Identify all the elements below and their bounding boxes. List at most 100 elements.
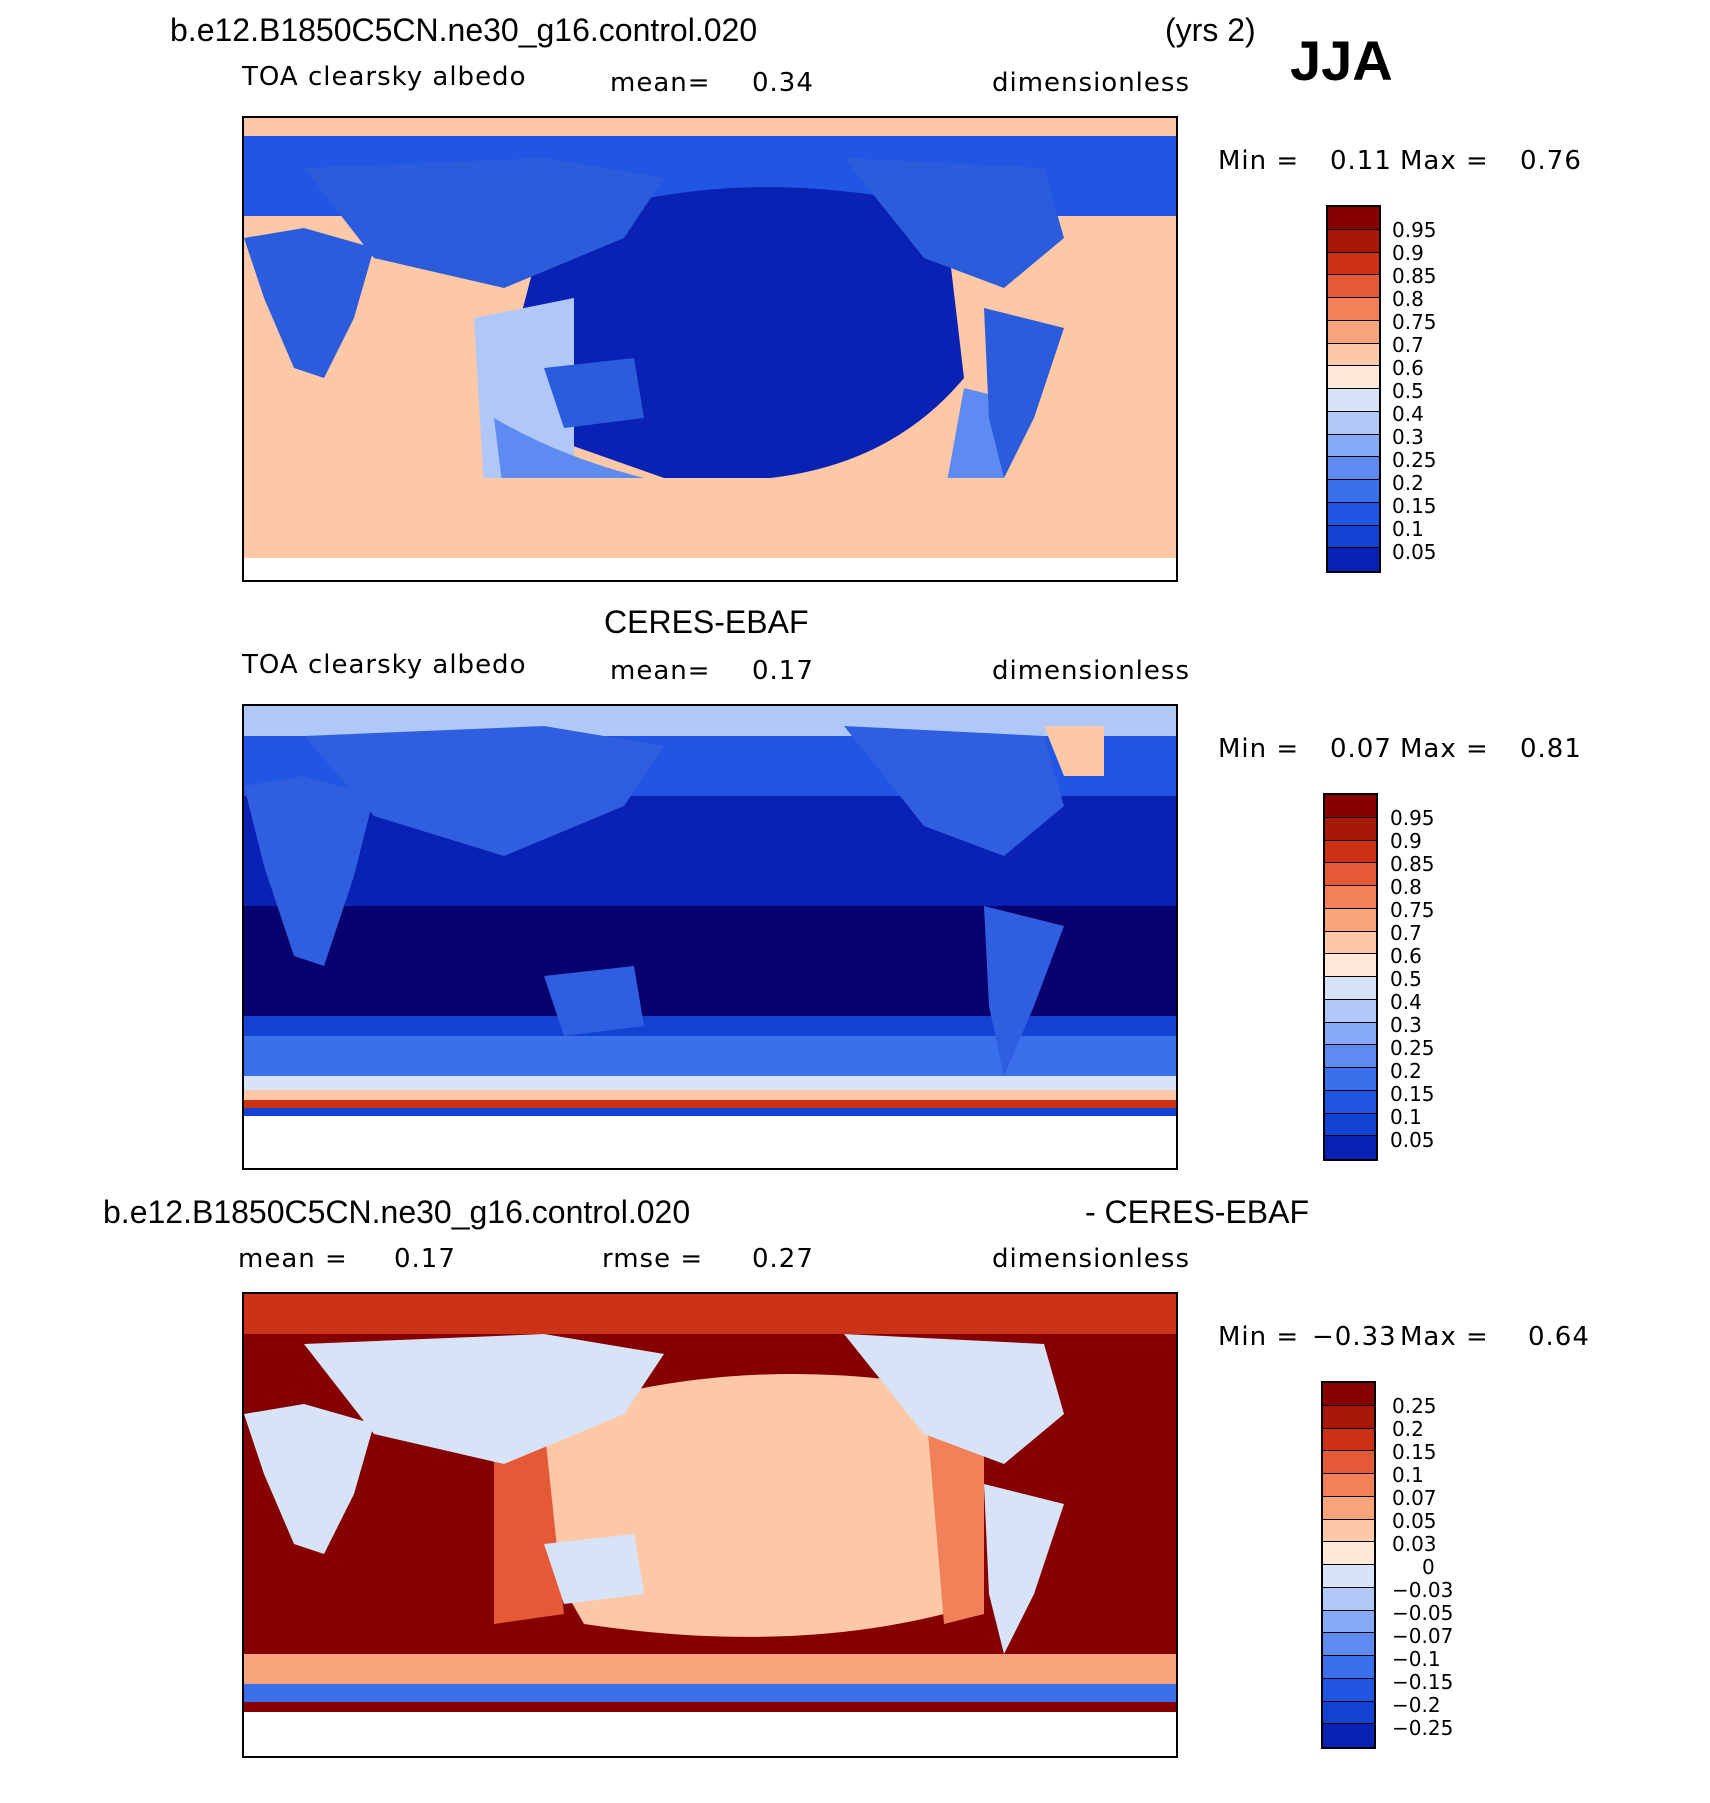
obs-colorbar-tick: 0.75 <box>1390 898 1435 922</box>
colorbar-swatch <box>1323 1405 1374 1429</box>
panel3-title-right: - CERES-EBAF <box>1085 1194 1310 1230</box>
colorbar-swatch <box>1328 229 1379 253</box>
map3-asia <box>304 1334 664 1464</box>
panel1-units: dimensionless <box>992 68 1190 98</box>
map1-australia <box>544 358 644 428</box>
colorbar-swatch <box>1323 1542 1374 1565</box>
colorbar-swatch <box>1323 1428 1374 1452</box>
map3-n-america <box>844 1334 1064 1464</box>
map2-south-band4 <box>244 1100 1176 1108</box>
colorbar-swatch <box>1325 954 1376 977</box>
model-colorbar-tick: 0.85 <box>1392 264 1437 288</box>
colorbar-swatch <box>1325 1068 1376 1091</box>
obs-colorbar-tick: 0.05 <box>1390 1128 1435 1152</box>
map3-europe-africa <box>244 1404 374 1554</box>
panel3-min-label: Min = <box>1218 1322 1300 1352</box>
diff-colorbar-tick: 0 <box>1422 1555 1435 1579</box>
map3-south-band <box>244 1654 1176 1684</box>
panel1-mean-value: 0.34 <box>752 68 814 98</box>
colorbar-swatch <box>1328 525 1379 549</box>
panel2-mean-label: mean= <box>610 656 711 686</box>
map2-south-band <box>244 1036 1176 1076</box>
model-colorbar-tick: 0.95 <box>1392 218 1437 242</box>
colorbar-swatch <box>1328 457 1379 480</box>
colorbar-swatch <box>1323 1656 1374 1679</box>
obs-colorbar-tick: 0.7 <box>1390 921 1422 945</box>
diff-colorbar-tick: 0.25 <box>1392 1394 1437 1418</box>
diff-colorbar-tick: −0.05 <box>1392 1601 1454 1625</box>
diff-colorbar-tick: 0.03 <box>1392 1532 1437 1556</box>
obs-colorbar-tick: 0.8 <box>1390 875 1422 899</box>
map3-pacific <box>544 1374 944 1637</box>
panel2-title: CERES-EBAF <box>604 604 809 640</box>
panel3-mean-value: 0.17 <box>394 1244 456 1274</box>
map3-s-america <box>984 1484 1064 1654</box>
diff-colorbar-tick: 0.2 <box>1392 1417 1424 1441</box>
colorbar-swatch <box>1323 1474 1374 1497</box>
model-colorbar-tick: 0.3 <box>1392 425 1424 449</box>
obs-colorbar-tick: 0.85 <box>1390 852 1435 876</box>
colorbar-swatch <box>1323 1678 1374 1702</box>
model-colorbar <box>1326 205 1381 573</box>
panel3-mean-label: mean = <box>238 1244 348 1274</box>
panel3-max-label: Max = <box>1400 1322 1489 1352</box>
map2-south-band3 <box>244 1090 1176 1100</box>
colorbar-swatch <box>1328 548 1379 571</box>
map3-antarctica <box>244 1712 1176 1756</box>
colorbar-swatch <box>1325 999 1376 1023</box>
model-colorbar-tick: 0.5 <box>1392 379 1424 403</box>
map2-south-band2 <box>244 1076 1176 1090</box>
model-colorbar-tick: 0.2 <box>1392 471 1424 495</box>
colorbar-swatch <box>1325 1090 1376 1114</box>
diff-colorbar-tick: 0.05 <box>1392 1509 1437 1533</box>
colorbar-swatch <box>1328 275 1379 298</box>
colorbar-swatch <box>1323 1587 1374 1611</box>
colorbar-swatch <box>1323 1724 1374 1747</box>
model-colorbar-tick: 0.4 <box>1392 402 1424 426</box>
diff-colorbar-tick: −0.1 <box>1392 1647 1441 1671</box>
colorbar-swatch <box>1328 366 1379 389</box>
colorbar-swatch <box>1323 1496 1374 1520</box>
colorbar-swatch <box>1328 389 1379 412</box>
colorbar-swatch <box>1328 480 1379 503</box>
panel1-min-label: Min = <box>1218 146 1300 176</box>
diff-colorbar-tick: −0.03 <box>1392 1578 1454 1602</box>
diff-colorbar-tick: 0.15 <box>1392 1440 1437 1464</box>
colorbar-swatch <box>1328 207 1379 230</box>
obs-colorbar-tick: 0.2 <box>1390 1059 1422 1083</box>
map2-asia <box>304 726 664 856</box>
colorbar-swatch <box>1328 434 1379 458</box>
diff-colorbar-tick: 0.07 <box>1392 1486 1437 1510</box>
map2-arctic <box>244 706 1176 736</box>
map1-asia <box>304 158 664 288</box>
panel1-variable: TOA clearsky albedo <box>242 62 527 92</box>
obs-colorbar-tick: 0.25 <box>1390 1036 1435 1060</box>
colorbar-swatch <box>1323 1519 1374 1543</box>
colorbar-swatch <box>1323 1701 1374 1725</box>
colorbar-swatch <box>1323 1451 1374 1474</box>
model-map <box>242 116 1178 582</box>
diff-colorbar-tick: −0.07 <box>1392 1624 1454 1648</box>
panel1-title: b.e12.B1850C5CN.ne30_g16.control.020 <box>170 12 758 48</box>
map2-greenland <box>1044 726 1104 776</box>
colorbar-swatch <box>1325 840 1376 864</box>
model-colorbar-tick: 0.25 <box>1392 448 1437 472</box>
diff-colorbar <box>1321 1381 1376 1749</box>
diff-colorbar-tick: 0.1 <box>1392 1463 1424 1487</box>
colorbar-swatch <box>1325 977 1376 1000</box>
obs-map <box>242 704 1178 1170</box>
panel2-max-label: Max = <box>1400 734 1489 764</box>
map3-australia <box>544 1534 644 1604</box>
colorbar-swatch <box>1325 886 1376 909</box>
panel1-min-value: 0.11 <box>1330 146 1392 176</box>
colorbar-swatch <box>1328 502 1379 526</box>
map3-arctic <box>244 1294 1176 1334</box>
obs-colorbar-tick: 0.9 <box>1390 829 1422 853</box>
obs-colorbar-tick: 0.5 <box>1390 967 1422 991</box>
panel1-max-value: 0.76 <box>1520 146 1582 176</box>
colorbar-swatch <box>1325 908 1376 932</box>
map1-southern-ocean <box>244 478 1176 518</box>
obs-colorbar-tick: 0.1 <box>1390 1105 1422 1129</box>
diff-colorbar-tick: −0.2 <box>1392 1693 1441 1717</box>
map1-antarctica <box>244 558 1176 580</box>
